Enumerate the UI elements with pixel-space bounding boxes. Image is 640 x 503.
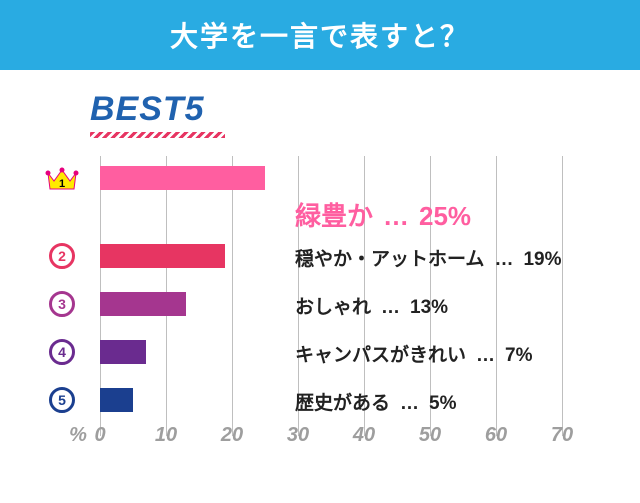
best5-underline <box>90 132 225 138</box>
bar <box>100 244 225 268</box>
item-percent: 19% <box>523 249 561 271</box>
bar <box>100 166 265 190</box>
item-name: 歴史がある <box>295 388 390 415</box>
separator: … <box>400 393 419 415</box>
item-percent: 13% <box>410 297 448 319</box>
axis-tick: 0 <box>94 424 105 447</box>
item-name: おしゃれ <box>295 292 371 319</box>
rank-number: 5 <box>49 387 75 413</box>
best5-label: BEST5 <box>90 90 640 129</box>
item-label: 歴史がある … 5% <box>295 388 456 415</box>
item-name: キャンパスがきれい <box>295 340 466 367</box>
item-name: 穏やか・アットホーム <box>295 244 484 271</box>
bar <box>100 388 133 412</box>
chart-row: 5 歴史がある … 5% <box>40 378 610 422</box>
item-percent: 7% <box>505 345 532 367</box>
svg-text:1: 1 <box>59 178 65 190</box>
crown-icon: 1 <box>45 165 79 191</box>
rank-badge: 1 <box>40 165 84 191</box>
item-label: キャンパスがきれい … 7% <box>295 340 532 367</box>
separator: … <box>494 249 513 271</box>
axis-tick: 60 <box>485 424 507 447</box>
axis-tick: 50 <box>419 424 441 447</box>
chart-row: 1 緑豊か … 25% <box>40 156 610 200</box>
separator: … <box>476 345 495 367</box>
axis-tick: 20 <box>221 424 243 447</box>
rank-number: 3 <box>49 291 75 317</box>
axis-tick: 10 <box>155 424 177 447</box>
item-label: 穏やか・アットホーム … 19% <box>295 244 561 271</box>
item-label: 緑豊か … 25% <box>295 196 471 233</box>
bar-chart: 1 緑豊か … 25% 2 穏やか・アットホーム … 19% 3 おしゃれ … 13% 4… <box>40 156 610 476</box>
rank-badge: 4 <box>40 339 84 365</box>
rank-number: 2 <box>49 243 75 269</box>
bar <box>100 292 186 316</box>
header-band: 大学を一言で表すと？ <box>0 0 640 70</box>
separator: … <box>383 201 409 232</box>
axis-tick: 70 <box>551 424 573 447</box>
best5-heading: BEST5 <box>90 90 640 138</box>
item-percent: 5% <box>429 393 456 415</box>
chart-row: 4 キャンパスがきれい … 7% <box>40 330 610 374</box>
chart-row: 2 穏やか・アットホーム … 19% <box>40 234 610 278</box>
page-title: 大学を一言で表すと？ <box>170 15 470 55</box>
item-percent: 25% <box>419 201 471 232</box>
rank-badge: 5 <box>40 387 84 413</box>
separator: … <box>381 297 400 319</box>
axis-tick: 30 <box>287 424 309 447</box>
item-name: 緑豊か <box>295 196 373 233</box>
rank-badge: 3 <box>40 291 84 317</box>
axis-tick: 40 <box>353 424 375 447</box>
bar <box>100 340 146 364</box>
rank-badge: 2 <box>40 243 84 269</box>
item-label: おしゃれ … 13% <box>295 292 448 319</box>
chart-row: 3 おしゃれ … 13% <box>40 282 610 326</box>
axis-unit: % <box>69 424 87 447</box>
rank-number: 4 <box>49 339 75 365</box>
